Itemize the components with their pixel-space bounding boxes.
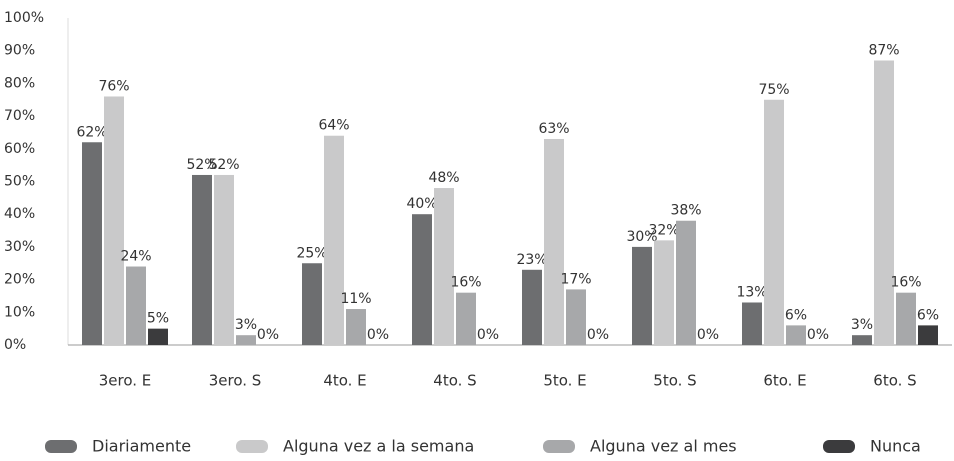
value-label: 87% <box>868 43 899 59</box>
bar <box>236 335 256 345</box>
bar <box>456 292 476 345</box>
legend-label: Nunca <box>870 437 921 456</box>
legend-swatch <box>45 440 77 453</box>
value-label: 13% <box>736 284 767 300</box>
bar <box>126 266 146 345</box>
value-label: 17% <box>560 271 591 287</box>
value-label: 62% <box>76 124 107 140</box>
value-label: 52% <box>186 157 217 173</box>
bar <box>918 325 938 345</box>
value-label: 0% <box>477 327 499 343</box>
bar <box>324 135 344 345</box>
bar <box>742 302 762 345</box>
value-label: 16% <box>450 275 481 291</box>
value-label: 24% <box>120 249 151 265</box>
value-label: 0% <box>587 327 609 343</box>
y-tick-label: 0% <box>4 337 26 353</box>
value-label: 11% <box>340 291 371 307</box>
x-tick-label: 3ero. E <box>99 372 152 390</box>
x-tick-label: 4to. E <box>323 372 366 390</box>
y-tick-label: 30% <box>4 239 35 255</box>
value-label: 38% <box>670 203 701 219</box>
legend-label: Alguna vez al mes <box>590 437 737 456</box>
value-label: 30% <box>626 229 657 245</box>
bar <box>764 99 784 345</box>
value-label: 40% <box>406 196 437 212</box>
legend-swatch <box>236 440 268 453</box>
value-label: 6% <box>917 307 939 323</box>
value-label: 6% <box>785 307 807 323</box>
x-tick-label: 6to. S <box>873 372 916 390</box>
bar <box>632 246 652 345</box>
bar <box>874 60 894 345</box>
legend-label: Alguna vez a la semana <box>283 437 474 456</box>
value-label: 63% <box>538 121 569 137</box>
bar <box>544 138 564 345</box>
value-label: 32% <box>648 222 679 238</box>
y-tick-label: 90% <box>4 43 35 59</box>
bar <box>896 292 916 345</box>
y-tick-label: 50% <box>4 174 35 190</box>
legend-swatch <box>823 440 855 453</box>
y-tick-label: 70% <box>4 108 35 124</box>
bar <box>82 142 102 345</box>
value-label: 48% <box>428 170 459 186</box>
value-label: 0% <box>807 327 829 343</box>
bar <box>148 328 168 345</box>
x-tick-label: 6to. E <box>763 372 806 390</box>
value-label: 25% <box>296 245 327 261</box>
bar <box>104 96 124 345</box>
y-tick-label: 20% <box>4 272 35 288</box>
value-label: 52% <box>208 157 239 173</box>
bar <box>346 309 366 345</box>
value-label: 23% <box>516 252 547 268</box>
bar <box>654 240 674 345</box>
x-tick-label: 4to. S <box>433 372 476 390</box>
y-tick-label: 60% <box>4 141 35 157</box>
bar <box>852 335 872 345</box>
bar <box>302 263 322 345</box>
legend-swatch <box>543 440 575 453</box>
bar <box>566 289 586 345</box>
value-label: 3% <box>235 317 257 333</box>
x-tick-label: 5to. E <box>543 372 586 390</box>
value-label: 0% <box>697 327 719 343</box>
y-tick-label: 80% <box>4 75 35 91</box>
y-tick-label: 100% <box>4 10 44 26</box>
value-label: 16% <box>890 275 921 291</box>
value-label: 3% <box>851 317 873 333</box>
value-label: 75% <box>758 82 789 98</box>
bar <box>786 325 806 345</box>
x-tick-label: 5to. S <box>653 372 696 390</box>
y-tick-label: 40% <box>4 206 35 222</box>
bar <box>522 269 542 345</box>
bar <box>676 220 696 345</box>
bar <box>434 188 454 345</box>
value-label: 76% <box>98 78 129 94</box>
x-tick-label: 3ero. S <box>209 372 262 390</box>
y-tick-label: 10% <box>4 304 35 320</box>
value-label: 5% <box>147 311 169 327</box>
value-label: 64% <box>318 118 349 134</box>
value-label: 0% <box>257 327 279 343</box>
bar <box>214 174 234 345</box>
legend-label: Diariamente <box>92 437 191 456</box>
bar <box>412 214 432 345</box>
bar <box>192 174 212 345</box>
value-label: 0% <box>367 327 389 343</box>
